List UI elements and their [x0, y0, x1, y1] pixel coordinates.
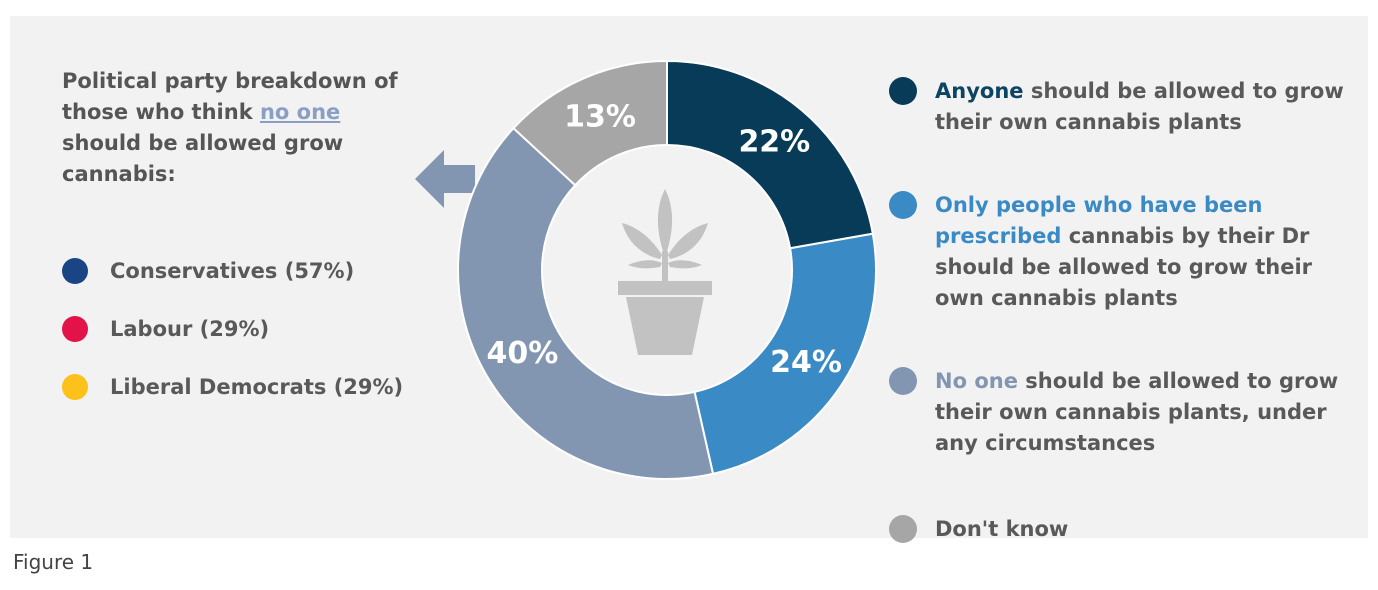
legend-rest: should be allowed to grow their own cann…	[935, 369, 1339, 455]
party-item-conservatives: Conservatives (57%)	[62, 256, 354, 286]
legend-highlight: No one	[935, 369, 1018, 393]
title-underlined: no one	[259, 100, 341, 124]
legend-highlight: Anyone	[935, 79, 1024, 103]
party-label: Labour (29%)	[110, 317, 270, 341]
party-dot	[62, 374, 88, 400]
donut-slice-1	[693, 232, 877, 476]
legend-item-no-one: No one should be allowed to grow their o…	[889, 366, 1355, 459]
cannabis-plant-pot-icon	[618, 189, 712, 355]
legend-highlight: Only people who have been prescribed	[935, 193, 1263, 248]
legend-dot	[889, 367, 917, 395]
slice-label-2: 40%	[486, 336, 558, 371]
party-breakdown-title: Political party breakdown of those who t…	[62, 66, 422, 190]
title-before: Political party breakdown of those who t…	[62, 69, 398, 124]
top-strip	[0, 0, 1378, 16]
party-label: Liberal Democrats (29%)	[110, 375, 404, 399]
left-arrow-icon	[415, 150, 475, 208]
legend-item-dont-know: Don't know	[889, 514, 1355, 545]
legend-item-prescribed: Only people who have been prescribed can…	[889, 190, 1355, 314]
legend-item-anyone: Anyone should be allowed to grow their o…	[889, 76, 1355, 138]
legend-text: No one should be allowed to grow their o…	[935, 366, 1355, 459]
title-after: should be allowed grow cannabis:	[62, 131, 344, 186]
legend-dot	[889, 515, 917, 543]
legend-rest: Don't know	[935, 517, 1069, 541]
legend-text: Only people who have been prescribed can…	[935, 190, 1355, 314]
donut-slice-0	[666, 59, 874, 250]
donut-slice-3	[512, 59, 668, 187]
legend-text: Anyone should be allowed to grow their o…	[935, 76, 1355, 138]
legend-rest: cannabis by their Dr should be allowed t…	[935, 224, 1313, 310]
donut-chart: 22% 24% 40% 13%	[457, 59, 877, 480]
party-dot	[62, 316, 88, 342]
donut-slice-2	[457, 126, 715, 480]
legend-rest: should be allowed to grow their own cann…	[935, 79, 1344, 134]
slice-label-3: 13%	[564, 100, 636, 135]
legend-text: Don't know	[935, 514, 1355, 545]
party-label: Conservatives (57%)	[110, 259, 355, 283]
party-dot	[62, 258, 88, 284]
legend-dot	[889, 191, 917, 219]
slice-label-1: 24%	[770, 345, 842, 380]
party-item-liberal-democrats: Liberal Democrats (29%)	[62, 372, 403, 402]
legend-dot	[889, 77, 917, 105]
party-item-labour: Labour (29%)	[62, 314, 269, 344]
figure-label: Figure 1	[13, 550, 94, 574]
slice-label-0: 22%	[738, 125, 810, 160]
